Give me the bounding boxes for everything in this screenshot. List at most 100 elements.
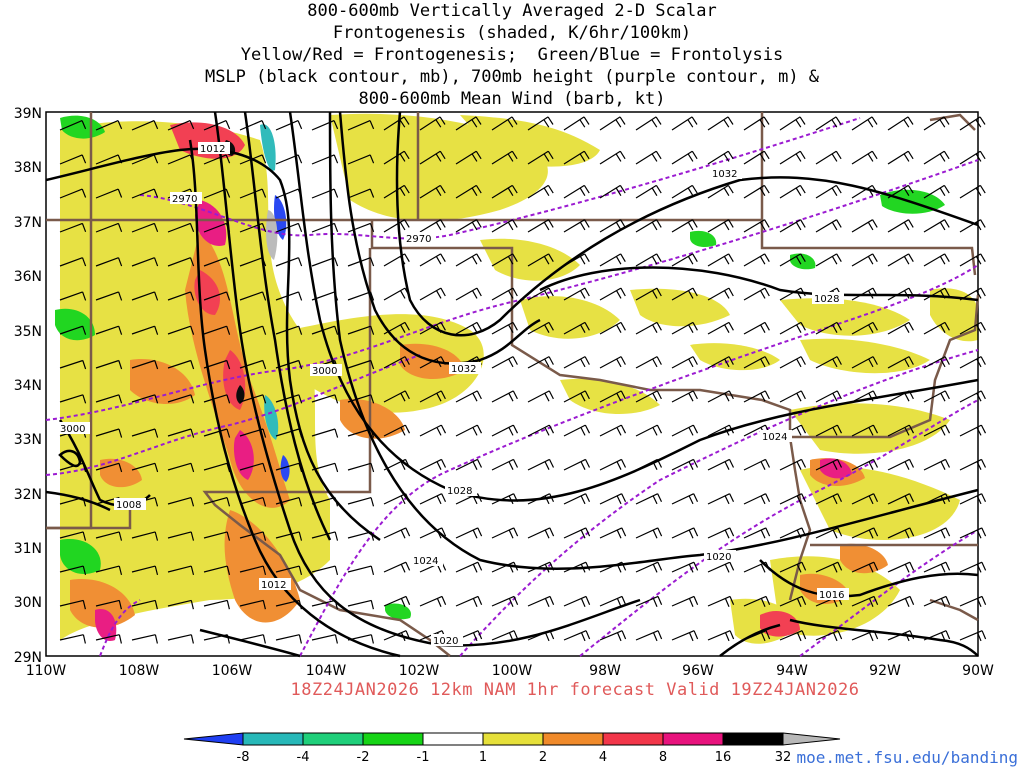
wind-barb: [131, 325, 159, 335]
lat-label: 35N: [14, 324, 42, 340]
wind-barb: [527, 321, 554, 335]
wind-barb: [671, 424, 699, 437]
wind-barb: [563, 356, 590, 369]
wind-barb: [635, 116, 662, 131]
wind-barb: [383, 356, 410, 369]
wind-barb: [203, 565, 231, 576]
wind-barb: [887, 321, 914, 335]
wind-barb: [779, 356, 806, 369]
colorbar-tick: 32: [775, 750, 792, 765]
colorbar-cell: [542, 732, 604, 746]
wind-barb: [59, 634, 86, 644]
wind-barb: [95, 599, 122, 610]
wind-barb: [851, 527, 879, 539]
wind-barbs: [59, 116, 987, 644]
wind-barb: [887, 356, 914, 369]
mslp-label: 1020: [704, 550, 736, 563]
wind-barb: [959, 253, 986, 267]
wind-barb: [923, 493, 951, 505]
wind-barb: [203, 531, 231, 541]
colorbar-cell: [662, 732, 724, 746]
wind-barb: [59, 325, 87, 335]
wind-barb: [347, 428, 375, 438]
wind-barb: [491, 356, 518, 369]
wind-barb: [743, 253, 770, 267]
wind-barb: [707, 150, 734, 165]
wind-barb: [635, 287, 662, 301]
wind-barb: [275, 257, 303, 267]
wind-barb: [923, 184, 950, 199]
wind-barb: [455, 150, 482, 165]
wind-barb: [743, 150, 770, 165]
wind-barb: [275, 120, 303, 131]
wind-barb: [131, 154, 159, 165]
source-credit-link[interactable]: moe.met.fsu.edu/banding: [796, 748, 1018, 767]
wind-barb: [311, 222, 339, 233]
wind-barb: [131, 634, 158, 644]
wind-barb: [815, 424, 843, 437]
mslp-label-text: 1032: [451, 364, 476, 375]
wind-barb: [59, 188, 87, 199]
wind-barb: [167, 359, 195, 370]
colorbar-tick: -8: [237, 750, 250, 765]
wind-barb: [779, 116, 806, 131]
wind-barb: [707, 527, 735, 539]
wind-barb: [887, 390, 914, 403]
wind-barb: [527, 219, 554, 233]
lon-label: 92W: [869, 663, 901, 679]
wind-barb: [959, 219, 986, 233]
wind-barb: [239, 291, 267, 301]
wind-barb: [275, 154, 303, 165]
wind-barb: [383, 527, 411, 539]
wind-barb: [203, 120, 231, 131]
colorbar-tick: -1: [417, 750, 430, 765]
wind-barb: [95, 257, 123, 267]
wind-barb: [887, 424, 915, 437]
wind-barb: [815, 527, 843, 539]
wind-barb: [239, 428, 267, 438]
wind-barb: [167, 154, 195, 165]
lon-label: 96W: [682, 663, 714, 679]
wind-barb: [599, 184, 626, 199]
lon-label: 94W: [776, 663, 808, 679]
wind-barb: [491, 184, 518, 199]
wind-barb: [959, 356, 986, 369]
mslp-label-text: 1024: [762, 432, 787, 443]
mslp-label-text: 1032: [712, 169, 737, 180]
wind-barb: [563, 458, 591, 471]
mslp-label: 1028: [445, 484, 477, 497]
wind-barb: [815, 253, 842, 267]
wind-barb: [491, 390, 518, 403]
wind-barb: [275, 359, 303, 370]
wind-barb: [563, 561, 591, 573]
wind-barb: [671, 356, 698, 369]
wind-barb: [887, 253, 914, 267]
wind-barb: [239, 257, 267, 267]
wind-barb: [527, 493, 555, 505]
wind-barb: [167, 394, 195, 404]
wind-barb: [203, 154, 231, 165]
wind-barb: [95, 634, 122, 644]
wind-barb: [59, 599, 86, 610]
wind-barb: [131, 394, 159, 404]
wind-barb: [635, 595, 663, 607]
wind-barb: [275, 497, 303, 507]
wind-barb: [779, 595, 807, 607]
wind-barb: [527, 595, 555, 607]
wind-barb: [347, 599, 374, 610]
wind-barb: [383, 458, 411, 471]
wind-barb: [203, 222, 231, 233]
wind-barb: [743, 630, 771, 642]
wind-barb: [887, 595, 915, 607]
wind-barb: [203, 325, 231, 335]
lat-label: 36N: [14, 269, 42, 285]
wind-barb: [851, 390, 878, 403]
wind-barb: [311, 291, 339, 301]
wind-barb: [527, 561, 555, 573]
wind-barb: [599, 253, 626, 267]
wind-barb: [671, 287, 698, 301]
wind-barb: [311, 462, 339, 473]
wind-barb: [311, 497, 339, 507]
lon-axis: 110W 108W 106W 104W 102W 100W 98W 96W 94…: [26, 663, 994, 679]
